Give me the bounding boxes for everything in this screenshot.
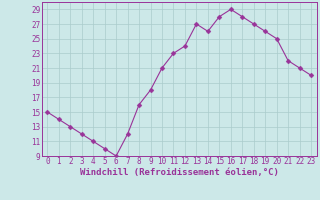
X-axis label: Windchill (Refroidissement éolien,°C): Windchill (Refroidissement éolien,°C) bbox=[80, 168, 279, 177]
